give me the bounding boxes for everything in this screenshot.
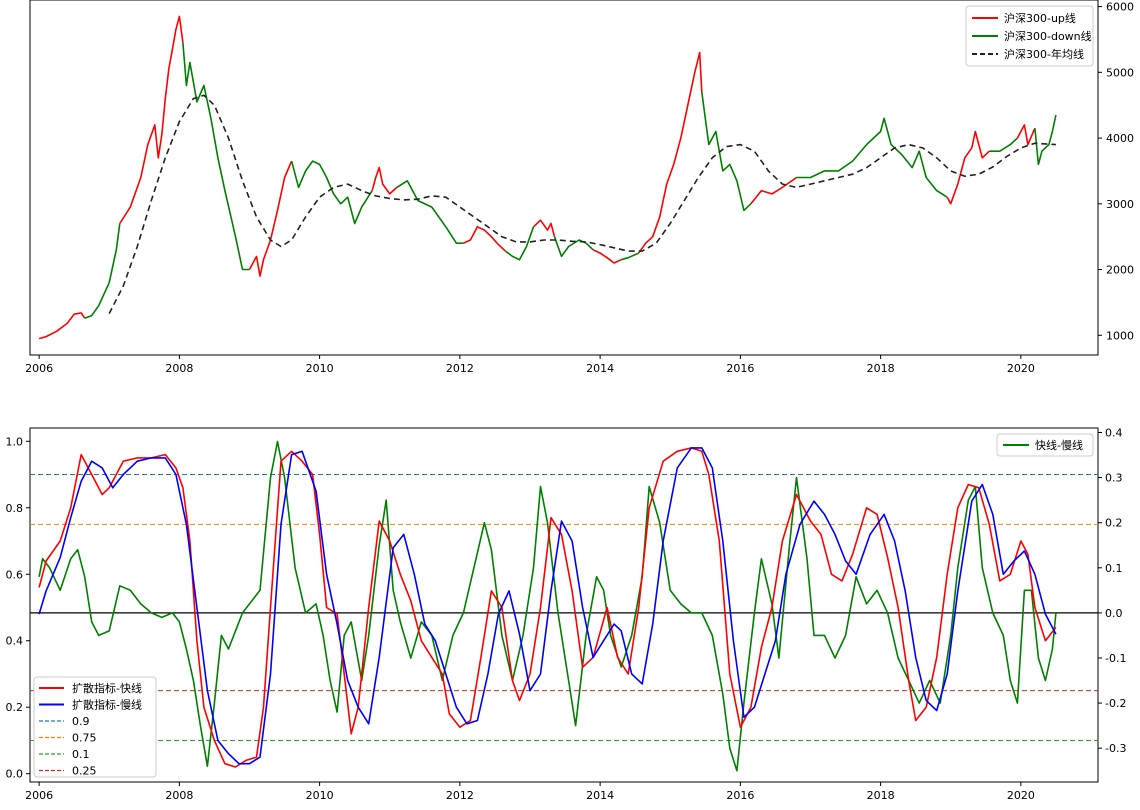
top-x-tick-label: 2020 <box>1007 362 1035 375</box>
bottom-right-legend-box <box>996 433 1094 457</box>
top-legend-label: 沪深300-up线 <box>1004 11 1076 25</box>
top-y-tick-label: 3000 <box>1106 198 1134 211</box>
bottom-right-y-tick-label: -0.2 <box>1105 697 1126 710</box>
bottom-right-y-tick-label: -0.1 <box>1105 652 1126 665</box>
bottom-left-legend-label: 0.1 <box>72 748 90 761</box>
top-series-line-0 <box>463 226 506 252</box>
top-series-line-1 <box>84 223 121 319</box>
bottom-left-legend-label: 扩散指标-快线 <box>72 681 142 695</box>
top-x-tick-label: 2018 <box>867 362 895 375</box>
top-series-line-1 <box>290 160 373 225</box>
bottom-x-tick-label: 2020 <box>1007 789 1035 802</box>
top-series-line-0 <box>638 51 703 254</box>
top-series-line-0 <box>371 166 398 195</box>
bottom-x-tick-label: 2008 <box>165 789 193 802</box>
bottom-right-y-tick-label: -0.3 <box>1105 742 1126 755</box>
bottom-left-y-tick-label: 0.8 <box>6 502 24 515</box>
top-legend-label: 沪深300-年均线 <box>1004 47 1084 61</box>
top-legend-box <box>965 5 1094 67</box>
bottom-left-legend-label: 0.25 <box>72 765 97 778</box>
bottom-series-line-0 <box>38 447 1057 768</box>
top-series-line-0 <box>171 15 184 50</box>
top-x-tick-label: 2012 <box>446 362 474 375</box>
bottom-diffusion-chart: 2006 2008 2010 2012 2014 2016 2018 2020 0.0 0.2 0.… <box>6 427 1127 802</box>
top-x-tick-label: 2016 <box>726 362 754 375</box>
top-series-line-0 <box>946 130 990 205</box>
bottom-right-y-tick-label: 0.0 <box>1105 607 1123 620</box>
bottom-x-tick-label: 2018 <box>867 789 895 802</box>
top-series-line-1 <box>553 236 594 258</box>
top-y-tick-label: 6000 <box>1106 1 1134 14</box>
top-x-tick-label: 2010 <box>306 362 334 375</box>
bottom-left-legend-label: 0.9 <box>72 715 90 728</box>
top-y-tick-label: 4000 <box>1106 132 1134 145</box>
top-x-tick-label: 2008 <box>165 362 193 375</box>
bottom-series-line-2 <box>38 440 1057 772</box>
bottom-plot-frame <box>29 427 1099 783</box>
top-series-line-1 <box>796 117 948 198</box>
bottom-right-y-tick-label: 0.2 <box>1105 517 1123 530</box>
top-series-line-0 <box>38 312 86 340</box>
top-legend-label: 沪深300-down线 <box>1004 29 1092 43</box>
bottom-right-y-tick-label: 0.1 <box>1105 562 1123 575</box>
bottom-left-legend-label: 扩散指标-慢线 <box>72 698 142 712</box>
top-series-line-1 <box>620 252 640 261</box>
top-series-line-1 <box>1034 114 1057 166</box>
top-series-line-0 <box>750 176 797 205</box>
top-series-line-1 <box>989 137 1018 152</box>
bottom-right-y-tick-label: 0.3 <box>1105 472 1123 485</box>
top-series-line-2 <box>108 94 1056 314</box>
bottom-x-tick-label: 2006 <box>25 789 53 802</box>
bottom-x-tick-label: 2012 <box>446 789 474 802</box>
bottom-x-tick-label: 2014 <box>586 789 614 802</box>
top-series-line-0 <box>532 219 556 237</box>
bottom-x-tick-label: 2016 <box>726 789 754 802</box>
top-x-tick-label: 2014 <box>586 362 614 375</box>
bottom-left-y-tick-label: 1.0 <box>6 435 24 448</box>
top-series-line-1 <box>182 42 250 271</box>
top-plot-frame <box>29 0 1099 356</box>
bottom-left-y-tick-label: 0.6 <box>6 568 24 581</box>
bottom-left-legend-box <box>33 676 157 778</box>
bottom-left-y-tick-label: 0.4 <box>6 635 24 648</box>
bottom-left-y-tick-label: 0.2 <box>6 701 24 714</box>
top-series-line-0 <box>592 249 622 264</box>
top-series-line-1 <box>396 180 464 244</box>
top-series-line-1 <box>504 226 535 261</box>
bottom-left-legend-label: 0.75 <box>72 732 97 745</box>
bottom-right-legend-label: 快线-慢线 <box>1035 438 1083 452</box>
top-y-tick-label: 2000 <box>1106 264 1134 277</box>
bottom-left-y-tick-label: 0.0 <box>6 768 24 781</box>
top-y-tick-label: 1000 <box>1106 329 1134 342</box>
top-series-line-1 <box>701 91 752 212</box>
top-series-line-0 <box>1016 124 1036 146</box>
top-y-tick-label: 5000 <box>1106 66 1134 79</box>
bottom-right-y-tick-label: 0.4 <box>1105 427 1123 440</box>
top-series-line-0 <box>248 160 293 277</box>
top-price-chart: 2006 2008 2010 2012 2014 2016 2018 2020 1000 2000… <box>25 0 1134 375</box>
bottom-series-line-1 <box>38 447 1057 765</box>
top-series-line-0 <box>119 49 174 224</box>
bottom-x-tick-label: 2010 <box>306 789 334 802</box>
top-x-tick-label: 2006 <box>25 362 53 375</box>
